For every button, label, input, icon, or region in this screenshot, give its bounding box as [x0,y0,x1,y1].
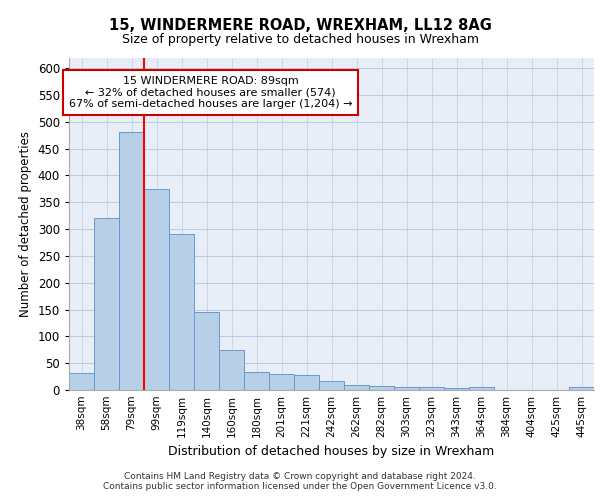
Bar [569,388,594,390]
Text: 15, WINDERMERE ROAD, WREXHAM, LL12 8AG: 15, WINDERMERE ROAD, WREXHAM, LL12 8AG [109,18,491,32]
Bar [69,373,94,390]
Bar [269,374,294,390]
Bar [169,234,194,390]
Bar [444,388,469,390]
Y-axis label: Number of detached properties: Number of detached properties [19,130,32,317]
Text: Contains HM Land Registry data © Crown copyright and database right 2024.: Contains HM Land Registry data © Crown c… [124,472,476,481]
Bar [244,372,269,390]
Bar [219,350,244,390]
Bar [94,218,119,390]
Text: Size of property relative to detached houses in Wrexham: Size of property relative to detached ho… [121,32,479,46]
Bar [469,388,494,390]
Bar [144,189,169,390]
Bar [294,375,319,390]
Bar [344,385,369,390]
Text: Contains public sector information licensed under the Open Government Licence v3: Contains public sector information licen… [103,482,497,491]
Bar [369,386,394,390]
Bar [394,387,419,390]
Bar [319,382,344,390]
Bar [419,388,444,390]
Text: 15 WINDERMERE ROAD: 89sqm
← 32% of detached houses are smaller (574)
67% of semi: 15 WINDERMERE ROAD: 89sqm ← 32% of detac… [69,76,353,109]
Bar [194,312,219,390]
X-axis label: Distribution of detached houses by size in Wrexham: Distribution of detached houses by size … [169,446,494,458]
Bar [119,132,144,390]
